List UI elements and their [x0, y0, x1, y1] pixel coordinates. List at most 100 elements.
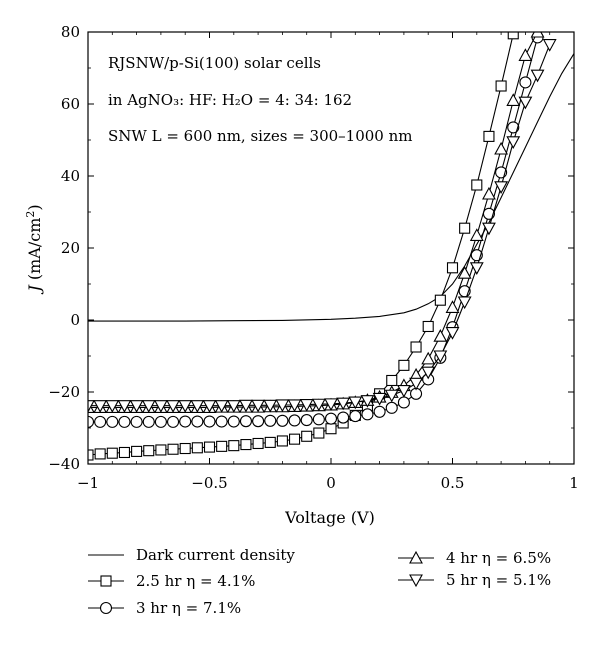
data-point — [433, 329, 448, 342]
data-point — [542, 39, 557, 52]
data-point — [360, 395, 375, 408]
data-point — [459, 222, 471, 234]
data-point — [131, 445, 143, 457]
data-point — [252, 437, 264, 450]
data-point — [445, 327, 460, 340]
data-point — [141, 400, 156, 413]
data-point — [191, 442, 203, 454]
legend-marker — [409, 574, 423, 588]
series-line — [88, 32, 538, 409]
data-point — [446, 262, 459, 274]
data-point — [384, 389, 399, 403]
x-axis-label: Voltage (V) — [284, 508, 375, 527]
data-point — [530, 69, 545, 83]
data-point — [252, 415, 265, 428]
data-point — [276, 414, 289, 427]
data-point — [118, 446, 130, 459]
data-point — [88, 415, 95, 428]
data-point — [349, 410, 362, 423]
data-point — [397, 396, 410, 409]
data-point — [276, 435, 288, 447]
y-tick-label: 80 — [61, 23, 80, 41]
data-point — [482, 222, 496, 236]
x-tick-label: 1 — [569, 474, 579, 492]
data-point — [434, 294, 446, 306]
data-point — [336, 397, 351, 411]
series-4 — [88, 39, 557, 413]
data-point — [409, 377, 423, 391]
data-point — [240, 439, 252, 451]
data-point — [118, 415, 131, 428]
data-point — [299, 399, 314, 412]
x-tick-label: 0.5 — [441, 474, 465, 492]
data-point — [324, 412, 338, 425]
legend-label: 5 hr η = 5.1% — [446, 571, 551, 589]
data-point — [179, 442, 191, 455]
data-point — [337, 411, 350, 424]
legend-marker — [100, 575, 112, 587]
y-axis-label-end: ) — [25, 204, 44, 210]
data-point — [287, 399, 302, 413]
data-point — [312, 413, 325, 426]
data-point — [216, 440, 228, 452]
legend: Dark current density 2.5 hr η = 4.1% 3 hr … — [88, 546, 551, 617]
data-point — [143, 445, 155, 457]
data-point — [93, 400, 108, 413]
data-point — [227, 415, 240, 428]
series-3 — [88, 32, 545, 414]
legend-marker — [99, 601, 113, 615]
y-axis-label-sup: 2 — [24, 211, 37, 218]
data-point — [106, 415, 119, 428]
y-tick-label: 20 — [61, 239, 80, 257]
legend-item: 3 hr η = 7.1% — [88, 599, 241, 617]
data-point — [433, 350, 448, 364]
legend-label: 2.5 hr η = 4.1% — [136, 572, 255, 590]
legend-marker — [409, 550, 423, 564]
data-point — [469, 262, 484, 275]
data-point — [228, 440, 240, 452]
data-point — [421, 366, 436, 380]
legend-item: Dark current density — [88, 546, 295, 564]
data-point — [445, 300, 460, 313]
data-point — [167, 415, 180, 428]
legend-item: 2.5 hr η = 4.1% — [88, 572, 255, 590]
legend-item: 5 hr η = 5.1% — [398, 571, 551, 589]
y-axis-label-unit: (mA/cm — [25, 218, 44, 286]
data-point — [215, 415, 228, 428]
data-point — [153, 400, 168, 413]
data-point — [494, 181, 509, 194]
data-point — [129, 400, 144, 413]
data-point — [385, 401, 398, 414]
data-point — [507, 32, 519, 40]
data-point — [372, 392, 387, 406]
data-point — [155, 444, 167, 456]
data-point — [191, 415, 204, 428]
data-point — [483, 130, 495, 142]
data-point — [519, 76, 532, 89]
data-point — [239, 399, 253, 413]
data-point — [142, 415, 155, 428]
y-axis-label: J (mA/cm2) — [24, 204, 44, 294]
data-point — [94, 448, 106, 460]
data-point — [506, 93, 521, 106]
data-point — [130, 415, 143, 428]
data-point — [482, 186, 496, 200]
data-point — [166, 400, 180, 413]
annotation-line-2: in AgNO₃: HF: H₂O = 4: 34: 162 — [108, 91, 352, 109]
x-tick-label: −1 — [77, 474, 99, 492]
annotation-line-3: SNW L = 600 nm, sizes = 300–1000 nm — [108, 127, 413, 145]
y-axis-label-symbol: J — [25, 284, 44, 295]
data-point — [214, 400, 229, 413]
data-point — [178, 400, 193, 413]
axes: −1 −0.5 0 0.5 1 −40 −20 0 20 40 60 80 — [48, 23, 578, 492]
y-tick-label: 0 — [70, 311, 80, 329]
data-point — [422, 320, 434, 333]
data-point — [117, 400, 132, 413]
data-point — [507, 121, 520, 134]
data-point — [325, 423, 337, 435]
data-point — [263, 399, 278, 413]
data-point — [190, 400, 205, 413]
data-point — [421, 351, 436, 365]
data-point — [457, 296, 472, 310]
